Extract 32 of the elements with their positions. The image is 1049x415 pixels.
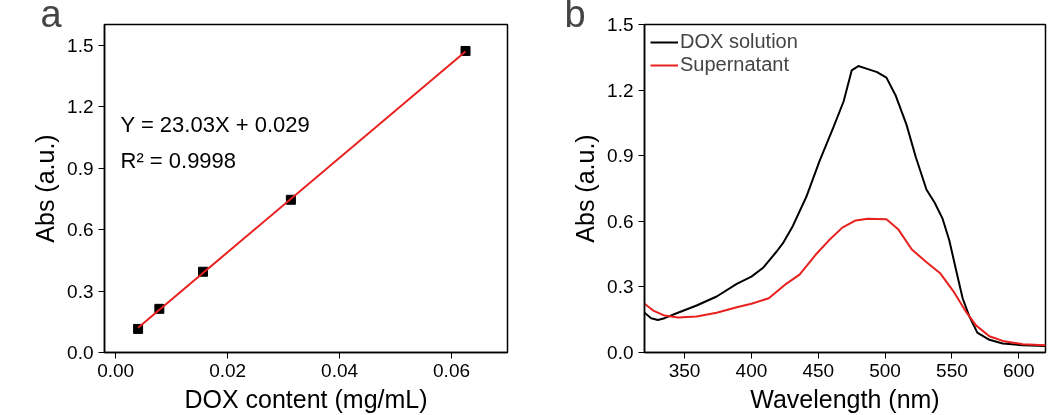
chart-title: a: [40, 0, 63, 35]
x-tick-label: 0.00: [97, 359, 135, 381]
x-tick-label: 500: [869, 359, 901, 381]
y-tick-label: 1.5: [67, 34, 94, 56]
y-tick-label: 0.9: [607, 145, 634, 167]
x-tick-label: 0.02: [209, 359, 247, 381]
y-tick-label: 0.0: [607, 342, 634, 363]
x-tick-label: 550: [936, 359, 968, 381]
y-tick-label: 1.5: [607, 14, 634, 35]
annotation: Y = 23.03X + 0.029: [120, 111, 310, 137]
y-tick-label: 0.9: [67, 157, 94, 179]
x-tick-label: 350: [668, 359, 701, 381]
y-axis-title: Abs (a.u.): [571, 134, 600, 243]
y-tick-label: 1.2: [607, 79, 634, 101]
y-tick-label: 0.6: [607, 210, 634, 232]
legend-label: Supernatant: [680, 53, 789, 76]
x-tick-label: 0.04: [321, 359, 359, 381]
x-tick-label: 450: [802, 359, 835, 381]
x-axis-title: DOX content (mg/mL): [184, 384, 428, 413]
y-tick-label: 0.3: [67, 280, 94, 302]
legend-label: DOX solution: [680, 30, 798, 53]
y-tick-label: 1.2: [67, 96, 94, 117]
line-series: [644, 217, 1046, 347]
y-tick-label: 0.6: [67, 219, 94, 240]
x-tick-label: 400: [735, 359, 768, 381]
y-tick-label: 0.0: [67, 342, 94, 363]
y-tick-label: 0.3: [607, 276, 634, 298]
x-tick-label: 600: [1002, 359, 1035, 381]
x-axis-title: Wavelength (nm): [750, 384, 940, 413]
annotation: R² = 0.9998: [120, 147, 237, 173]
y-axis-title: Abs (a.u.): [31, 134, 60, 243]
x-tick-label: 0.06: [433, 359, 471, 381]
